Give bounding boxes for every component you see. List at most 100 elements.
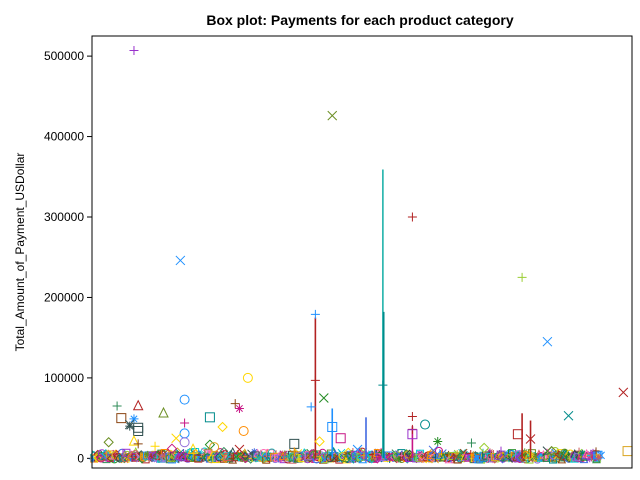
- y-tick-label: 0: [77, 451, 84, 465]
- data-point-star: [533, 452, 541, 460]
- data-point-x: [234, 444, 245, 455]
- data-point-x: [542, 336, 553, 347]
- data-point-star: [229, 452, 237, 460]
- data-point-star: [129, 414, 139, 424]
- data-point-star: [586, 455, 594, 463]
- data-point-circle: [97, 454, 106, 463]
- data-point-star: [361, 454, 369, 462]
- plot-frame: [91, 35, 633, 469]
- data-point-square: [116, 413, 127, 424]
- data-point-star: [206, 448, 214, 456]
- data-point-star: [528, 451, 536, 459]
- data-point-plus: [378, 380, 388, 390]
- data-point-star: [104, 449, 112, 457]
- data-point-plus: [407, 412, 417, 422]
- data-point-plus: [230, 399, 240, 409]
- data-point-triangle: [128, 435, 140, 446]
- data-point-diamond: [93, 453, 102, 463]
- data-point-circle: [238, 425, 249, 436]
- data-point-triangle: [158, 406, 169, 418]
- data-point-plus: [133, 439, 143, 449]
- data-point-triangle: [456, 449, 466, 459]
- data-point-triangle: [187, 443, 199, 454]
- data-point-circle: [179, 437, 190, 448]
- data-point-square: [335, 433, 346, 444]
- data-point-star: [515, 452, 523, 460]
- data-point-plus: [496, 446, 506, 456]
- data-point-diamond: [166, 443, 178, 454]
- data-point-plus: [112, 401, 122, 411]
- y-tick-label: 200000: [44, 290, 84, 304]
- data-point-x: [352, 444, 363, 455]
- data-point-diamond: [103, 437, 114, 448]
- plot-area: [89, 45, 633, 464]
- data-point-star: [469, 451, 477, 459]
- data-point-star: [589, 448, 597, 456]
- data-point-plus: [310, 309, 320, 319]
- data-point-star: [144, 450, 152, 458]
- data-point-star: [160, 452, 168, 460]
- data-point-square: [327, 421, 338, 432]
- data-point-square: [407, 429, 418, 440]
- data-point-x: [563, 410, 574, 421]
- chart-title: Box plot: Payments for each product cate…: [206, 12, 513, 28]
- data-point-star: [520, 452, 528, 460]
- whisker-lines: [314, 169, 532, 459]
- data-point-plus: [517, 272, 527, 282]
- data-point-star: [234, 403, 244, 413]
- data-point-diamond: [137, 455, 147, 464]
- data-point-x: [428, 445, 439, 456]
- data-point-plus: [180, 418, 190, 428]
- dense-point-cluster: [89, 446, 605, 464]
- data-point-plus: [129, 45, 139, 55]
- data-point-star: [125, 421, 135, 431]
- data-point-x: [618, 387, 629, 398]
- data-point-circle: [179, 394, 190, 405]
- data-point-star: [191, 453, 199, 461]
- data-point-diamond: [490, 455, 499, 464]
- data-point-square: [204, 412, 215, 423]
- data-point-star: [89, 455, 97, 463]
- data-point-square: [133, 425, 144, 436]
- y-tick-label: 400000: [44, 130, 84, 144]
- data-point-square: [122, 448, 131, 457]
- data-point-star: [473, 455, 481, 463]
- data-point-star: [595, 453, 603, 461]
- y-tick-label: 500000: [44, 49, 84, 63]
- data-point-star: [356, 453, 364, 461]
- data-point-plus: [592, 447, 600, 455]
- data-point-triangle: [579, 454, 589, 464]
- data-point-diamond: [241, 451, 250, 461]
- data-point-diamond: [417, 452, 427, 461]
- data-point-plus: [306, 402, 316, 412]
- data-point-x: [171, 433, 182, 444]
- data-point-star: [343, 450, 351, 458]
- data-point-star: [444, 452, 452, 460]
- data-point-diamond: [217, 421, 228, 433]
- data-point-triangle: [132, 399, 144, 411]
- data-point-plus: [466, 438, 476, 448]
- data-point-star: [399, 451, 407, 459]
- data-point-circle: [209, 442, 220, 453]
- data-point-star: [156, 449, 164, 457]
- data-point-star: [394, 455, 402, 463]
- data-point-x: [327, 110, 338, 121]
- data-point-x: [525, 434, 536, 444]
- data-point-plus: [289, 447, 299, 457]
- data-point-x: [318, 393, 329, 403]
- y-tick-label: 100000: [44, 371, 84, 385]
- data-point-star: [199, 453, 207, 461]
- data-point-diamond: [101, 449, 110, 458]
- data-point-diamond: [401, 453, 410, 462]
- data-point-star: [433, 436, 443, 446]
- data-point-circle: [420, 419, 431, 430]
- data-point-star: [376, 454, 384, 462]
- data-point-plus: [407, 212, 417, 222]
- data-point-plus: [150, 441, 160, 451]
- y-axis-ticks: 0 100000 200000 300000 400000 500000: [44, 49, 92, 465]
- data-point-star: [486, 448, 494, 456]
- y-axis-label: Total_Amount_of_Payment_USDollar: [13, 153, 27, 352]
- data-point-plus: [310, 375, 320, 385]
